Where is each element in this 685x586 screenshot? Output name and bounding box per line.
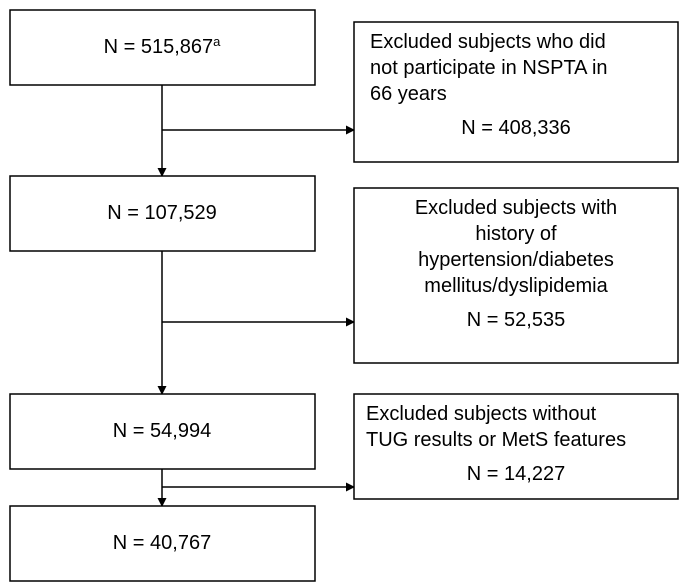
flow-box-label-b2: N = 107,529 — [107, 202, 217, 224]
flow-box-label-b3: N = 54,994 — [113, 420, 211, 442]
flow-box-label-b1: N = 515,867a — [104, 34, 222, 59]
flow-right-boxes: Excluded subjects who didnot participate… — [354, 22, 678, 499]
flow-box-label-b4: N = 40,767 — [113, 532, 211, 554]
